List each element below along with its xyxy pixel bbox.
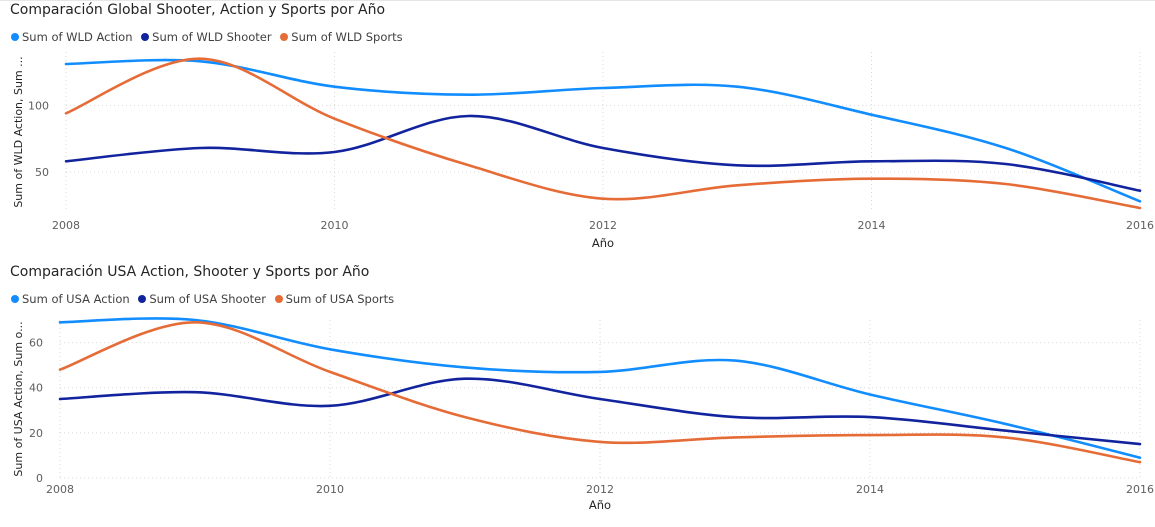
series-line-sum-of-usa-action — [58, 317, 1142, 459]
x-tick-label: 2012 — [589, 219, 617, 232]
chart-title: Comparación USA Action, Shooter y Sports… — [10, 264, 370, 280]
legend-label: Sum of USA Action — [22, 292, 130, 306]
y-tick-label: 20 — [29, 427, 43, 440]
x-tick-label: 2010 — [316, 483, 344, 496]
series-line-sum-of-usa-shooter — [58, 377, 1142, 446]
x-tick-label: 2016 — [1126, 483, 1154, 496]
y-tick-label: 60 — [29, 337, 43, 350]
y-tick-label: 50 — [35, 166, 49, 179]
series-line-sum-of-wld-shooter — [64, 114, 1142, 192]
y-tick-label: 40 — [29, 382, 43, 395]
legend-dot-icon — [141, 33, 150, 41]
series-line-sum-of-wld-action — [64, 58, 1142, 203]
line-chart-usa: 0 20 40 60 2008 2010 2012 2014 2016 Año Sum of USA… — [12, 317, 1154, 512]
x-tick-label: 2014 — [856, 483, 884, 496]
x-tick-label: 2008 — [52, 219, 80, 232]
legend-item[interactable]: Sum of USA Action — [11, 292, 130, 306]
x-tick-label: 2016 — [1126, 219, 1154, 232]
legend-label: Sum of WLD Shooter — [152, 30, 272, 44]
y-axis-title: Sum of WLD Action, Sum ... — [12, 56, 25, 207]
x-tick-label: 2014 — [858, 219, 886, 232]
legend-item[interactable]: Sum of WLD Action — [11, 30, 133, 44]
legend-item[interactable]: Sum of WLD Sports — [280, 30, 403, 44]
y-axis-title: Sum of USA Action, Sum o... — [12, 321, 25, 476]
y-tick-label: 0 — [36, 472, 43, 485]
legend-item[interactable]: Sum of USA Shooter — [138, 292, 266, 306]
top-border — [0, 0, 1155, 1]
legend-label: Sum of WLD Action — [22, 30, 133, 44]
x-tick-label: 2010 — [321, 219, 349, 232]
chart-panel-usa: Comparación USA Action, Shooter y Sports… — [0, 262, 1155, 527]
series-line-sum-of-usa-sports — [58, 320, 1142, 464]
legend-dot-icon — [274, 295, 283, 303]
legend-item[interactable]: Sum of WLD Shooter — [141, 30, 272, 44]
legend-dot-icon — [280, 33, 289, 41]
legend-dot-icon — [11, 295, 19, 303]
chart-panel-global: Comparación Global Shooter, Action y Spo… — [0, 0, 1155, 262]
legend-dot-icon — [11, 33, 19, 41]
chart-legend: Sum of USA Action Sum of USA Shooter Sum… — [11, 292, 399, 306]
legend-dot-icon — [138, 295, 147, 303]
chart-title: Comparación Global Shooter, Action y Spo… — [10, 2, 386, 18]
legend-label: Sum of USA Shooter — [149, 292, 266, 306]
legend-label: Sum of USA Sports — [285, 292, 395, 306]
series-line-sum-of-wld-sports — [64, 57, 1142, 210]
chart-legend: Sum of WLD Action Sum of WLD Shooter Sum… — [11, 30, 408, 44]
x-tick-label: 2012 — [586, 483, 614, 496]
x-axis-title: Año — [589, 498, 611, 512]
x-axis-title: Año — [592, 236, 614, 250]
x-tick-label: 2008 — [46, 483, 74, 496]
legend-item[interactable]: Sum of USA Sports — [274, 292, 395, 306]
line-chart-global: 50 100 2008 2010 2012 2014 2016 Año Sum of WLD A… — [12, 52, 1154, 250]
y-tick-label: 100 — [28, 99, 49, 112]
legend-label: Sum of WLD Sports — [291, 30, 403, 44]
